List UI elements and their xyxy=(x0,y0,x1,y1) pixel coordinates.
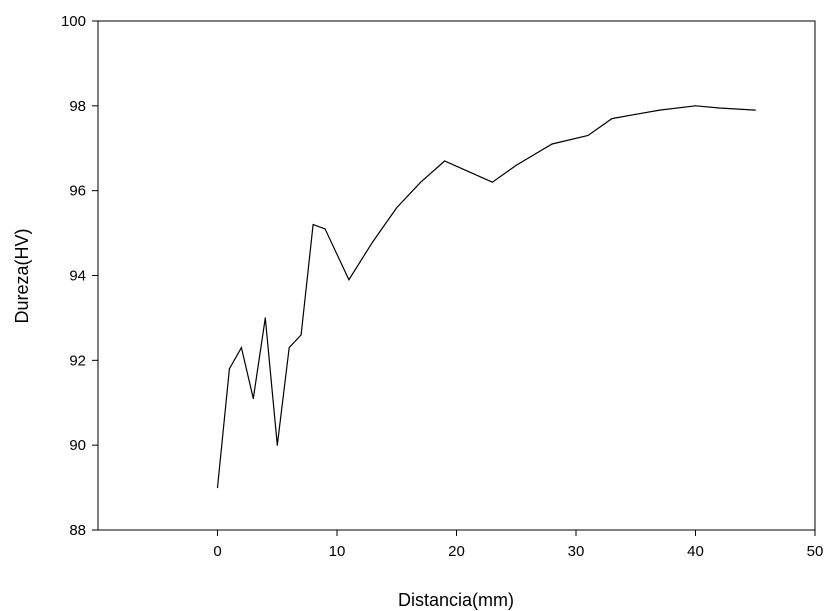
y-tick-label: 88 xyxy=(69,522,86,539)
y-axis-title: Dureza(HV) xyxy=(12,228,32,323)
y-tick-label: 94 xyxy=(69,268,86,285)
data-point xyxy=(216,486,219,489)
y-tick-label: 90 xyxy=(69,437,86,454)
data-point xyxy=(240,347,242,349)
data-point xyxy=(587,134,589,137)
x-tick-label: 50 xyxy=(807,543,824,560)
data-point xyxy=(372,240,374,243)
data-point xyxy=(348,279,350,281)
y-tick-label: 96 xyxy=(69,183,86,200)
data-point xyxy=(551,143,553,145)
data-point xyxy=(635,113,637,115)
data-point xyxy=(443,160,446,162)
x-tick-label: 20 xyxy=(448,543,465,560)
x-tick-label: 10 xyxy=(329,543,346,560)
x-axis: 0 10 20 30 40 50 xyxy=(213,530,823,560)
series-line xyxy=(216,105,756,488)
x-tick-label: 0 xyxy=(213,543,221,560)
data-point xyxy=(276,444,278,446)
data-point xyxy=(312,224,314,226)
data-point xyxy=(611,117,613,120)
data-point xyxy=(252,397,254,400)
data-point xyxy=(300,334,302,336)
y-tick-label: 98 xyxy=(69,98,86,115)
y-tick-label: 92 xyxy=(69,352,86,369)
data-point xyxy=(228,368,231,370)
data-point xyxy=(288,347,290,349)
data-point xyxy=(754,109,756,111)
data-point xyxy=(694,105,697,107)
x-axis-title: Distancia(mm) xyxy=(398,590,514,610)
data-point xyxy=(324,228,326,230)
y-axis: 88 90 92 94 96 98 100 xyxy=(61,13,98,539)
x-tick-label: 30 xyxy=(568,543,585,560)
data-point xyxy=(467,170,470,173)
data-point xyxy=(396,207,398,209)
y-tick-label: 100 xyxy=(61,13,86,30)
data-point xyxy=(420,181,422,183)
x-tick-label: 40 xyxy=(687,543,704,560)
plot-area-frame xyxy=(97,20,816,531)
data-point xyxy=(718,107,721,109)
data-point xyxy=(264,317,266,319)
data-point xyxy=(659,109,661,111)
data-point xyxy=(515,164,517,166)
series-points xyxy=(216,105,756,489)
data-point xyxy=(491,181,493,183)
